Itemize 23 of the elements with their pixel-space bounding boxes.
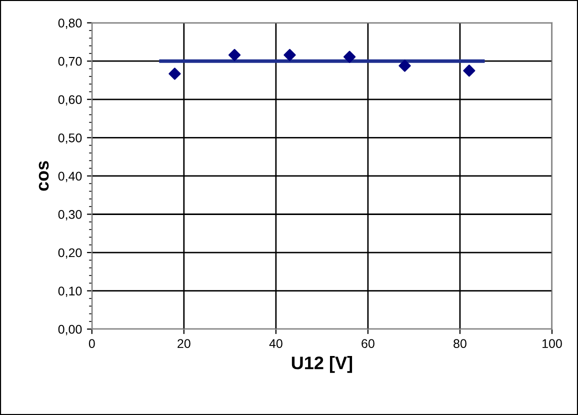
y-tick-label: 0,40 (58, 172, 82, 182)
y-tick-label: 0,60 (58, 95, 82, 106)
point (168, 68, 181, 80)
y-tick-label: 0,10 (58, 286, 82, 297)
y-tick-label: 0,50 (58, 133, 82, 144)
x-tick-label: 40 (269, 339, 282, 348)
y-axis-title: cos (38, 161, 49, 191)
point (463, 64, 476, 77)
x-tick-label: 0 (88, 339, 95, 348)
x-tick-label: 100 (542, 339, 562, 348)
x-tick-label: 80 (454, 339, 466, 348)
point (228, 48, 241, 62)
y-tick-label: 0,00 (58, 324, 82, 336)
y-tick-label: 0,20 (58, 248, 82, 259)
y-tick-label: 0,70 (58, 56, 82, 68)
y-tick-label: 0,80 (58, 18, 82, 29)
point (284, 48, 296, 62)
x-tick-label: 60 (362, 339, 374, 348)
point (398, 60, 411, 72)
point (343, 50, 356, 63)
x-axis-title: U12 [V] (292, 356, 352, 373)
y-tick-label: 0,30 (58, 210, 82, 220)
x-tick-label: 20 (178, 339, 190, 348)
